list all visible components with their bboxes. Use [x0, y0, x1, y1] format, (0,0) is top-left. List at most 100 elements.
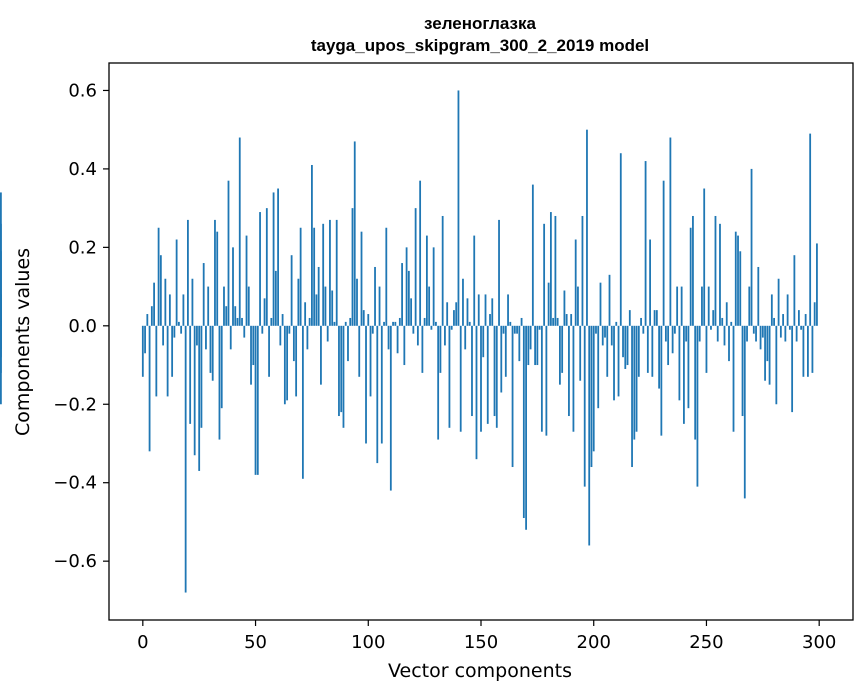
y-axis-label: Components values	[12, 248, 34, 436]
bar	[141, 325, 144, 377]
bar	[698, 325, 701, 342]
bar	[692, 215, 694, 326]
bar	[268, 325, 270, 377]
bar	[624, 325, 627, 369]
bar	[435, 321, 437, 326]
bar	[759, 325, 762, 350]
bar	[358, 325, 361, 377]
bar	[662, 180, 665, 326]
bar	[265, 208, 268, 326]
bar	[791, 325, 794, 413]
y-tick-label: −0.2	[53, 394, 97, 415]
bar	[777, 278, 780, 326]
bar	[252, 325, 255, 366]
bar	[565, 314, 568, 326]
bar	[392, 321, 394, 326]
x-tick-label: 150	[464, 632, 498, 653]
bar	[752, 325, 755, 334]
bar	[802, 325, 805, 377]
bar	[775, 325, 778, 405]
bar	[816, 243, 818, 326]
bar	[301, 325, 304, 479]
bar	[730, 321, 733, 326]
bar	[247, 286, 250, 326]
bar	[232, 247, 234, 326]
bar	[263, 298, 266, 326]
bar	[685, 325, 688, 342]
bar	[743, 325, 746, 499]
bar	[480, 325, 482, 432]
bar	[295, 325, 298, 397]
y-tick-label: 0.6	[68, 80, 97, 101]
bar	[807, 325, 809, 377]
bar	[432, 247, 435, 326]
bar	[477, 294, 480, 326]
bar	[723, 325, 726, 346]
bar	[646, 325, 649, 373]
bar	[159, 255, 162, 326]
bar	[793, 255, 796, 326]
bar	[513, 325, 516, 334]
bar	[146, 314, 149, 326]
bar	[694, 325, 697, 440]
y-tick-label: 0.0	[68, 316, 97, 337]
bar	[371, 325, 374, 334]
bar	[651, 325, 654, 377]
bar	[543, 223, 546, 326]
x-tick-label: 50	[244, 632, 267, 653]
bar	[683, 325, 685, 424]
bar	[374, 266, 376, 326]
bar	[410, 298, 413, 326]
bar	[227, 180, 230, 326]
bar	[362, 310, 365, 326]
bar	[396, 325, 399, 354]
bar	[367, 314, 370, 326]
bar	[335, 219, 338, 326]
bar	[707, 286, 710, 326]
bar	[297, 278, 300, 326]
bar	[338, 325, 340, 417]
bar	[207, 286, 210, 326]
bar	[716, 325, 719, 342]
bar	[380, 325, 383, 444]
bar	[491, 298, 494, 326]
bar	[308, 317, 311, 326]
bar	[261, 325, 264, 334]
bar	[175, 239, 178, 326]
bar	[669, 137, 672, 326]
bar	[655, 310, 658, 326]
bar	[311, 164, 313, 326]
bar	[299, 227, 302, 326]
bar	[464, 325, 467, 350]
bar	[484, 294, 487, 326]
bar	[710, 325, 712, 330]
bar	[326, 325, 329, 342]
bar	[678, 325, 681, 401]
bar	[292, 325, 295, 362]
bar	[613, 325, 615, 401]
bar	[590, 325, 593, 468]
bar	[455, 302, 458, 326]
bar	[306, 325, 309, 350]
bar	[428, 286, 431, 326]
x-tick-label: 250	[689, 632, 723, 653]
bar	[667, 325, 670, 366]
bar	[637, 325, 640, 377]
bar	[549, 212, 552, 326]
bar	[552, 317, 555, 326]
plot-frame	[108, 62, 854, 621]
bar	[626, 325, 629, 366]
bar	[779, 325, 782, 338]
bar	[144, 325, 146, 354]
bar	[588, 325, 591, 546]
bar	[525, 325, 527, 530]
bar	[189, 325, 192, 424]
bar	[610, 325, 613, 346]
bar	[644, 161, 647, 326]
bar	[761, 325, 764, 338]
bar	[394, 321, 397, 326]
bar	[157, 227, 160, 326]
bar	[475, 325, 478, 460]
bar	[315, 294, 318, 326]
x-tick-label: 100	[351, 632, 385, 653]
